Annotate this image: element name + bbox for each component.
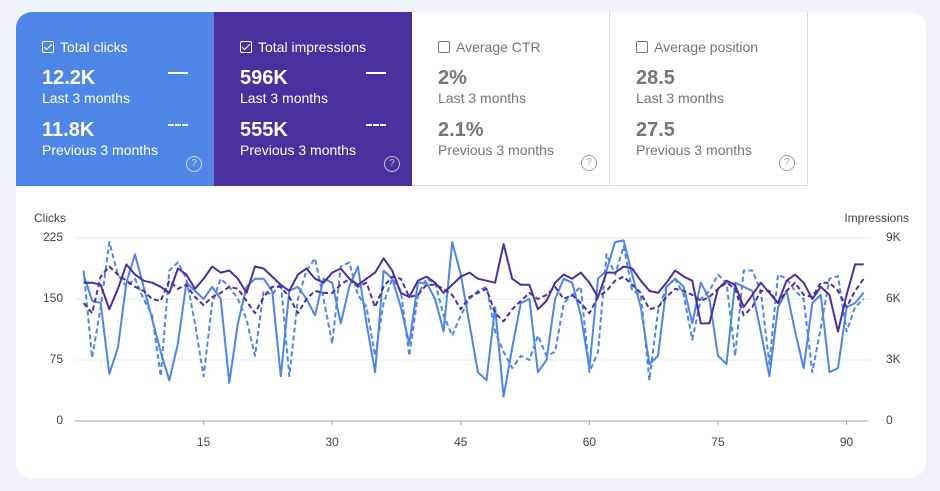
metric-card[interactable]: Total clicks 12.2K Last 3 months 11.8K P… <box>16 12 214 186</box>
y2-axis-title: Impressions <box>844 211 909 225</box>
help-icon[interactable]: ? <box>581 155 597 171</box>
card-period: Last 3 months <box>240 90 328 106</box>
x-tick-label: 75 <box>711 435 725 449</box>
checkbox[interactable] <box>42 41 54 53</box>
checkbox[interactable] <box>438 41 450 53</box>
card-value: 596K <box>240 67 288 89</box>
dashed-line-icon <box>366 124 386 126</box>
line-icon <box>366 72 386 74</box>
y-tick-label: 150 <box>43 291 63 305</box>
card-label: Average position <box>654 39 759 55</box>
series-line <box>83 243 864 333</box>
card-value: 2% <box>438 67 467 89</box>
card-previous-value: 2.1% <box>438 119 484 141</box>
y-tick-label: 0 <box>56 413 63 427</box>
x-tick-label: 90 <box>840 435 854 449</box>
help-icon[interactable]: ? <box>779 155 795 171</box>
help-icon[interactable]: ? <box>384 156 400 172</box>
x-tick-label: 15 <box>197 435 211 449</box>
x-tick-label: 60 <box>583 435 597 449</box>
card-label: Total impressions <box>258 39 367 55</box>
metric-card[interactable]: Average position 28.5 Last 3 months 27.5… <box>610 12 808 186</box>
card-previous-period: Previous 3 months <box>42 142 158 158</box>
y-axis-title: Clicks <box>34 211 66 225</box>
y2-tick-label: 9K <box>886 230 901 244</box>
y-tick-label: 225 <box>43 230 63 244</box>
card-label: Average CTR <box>456 39 541 55</box>
card-label: Total clicks <box>60 39 128 55</box>
checkbox[interactable] <box>636 41 648 53</box>
checkbox[interactable] <box>240 41 252 53</box>
metric-card[interactable]: Total impressions 596K Last 3 months 555… <box>214 12 412 186</box>
card-value: 12.2K <box>42 67 96 89</box>
x-tick-label: 45 <box>454 435 468 449</box>
card-period: Last 3 months <box>636 90 724 106</box>
y2-tick-label: 0 <box>886 413 893 427</box>
dashed-line-icon <box>168 124 188 126</box>
card-previous-value: 27.5 <box>636 119 675 141</box>
x-tick-label: 30 <box>326 435 340 449</box>
series-line <box>82 241 865 382</box>
card-value: 28.5 <box>636 67 675 89</box>
series-line <box>82 239 865 398</box>
series-line <box>82 265 865 323</box>
card-previous-period: Previous 3 months <box>438 142 554 158</box>
card-period: Last 3 months <box>42 90 130 106</box>
line-icon <box>168 72 188 74</box>
y2-tick-label: 6K <box>886 291 901 305</box>
card-previous-period: Previous 3 months <box>636 142 752 158</box>
card-previous-period: Previous 3 months <box>240 142 356 158</box>
card-period: Last 3 months <box>438 90 526 106</box>
card-previous-value: 11.8K <box>42 119 95 141</box>
metric-card[interactable]: Average CTR 2% Last 3 months 2.1% Previo… <box>412 12 610 186</box>
y2-tick-label: 3K <box>886 352 901 366</box>
card-previous-value: 555K <box>240 119 288 141</box>
help-icon[interactable]: ? <box>186 156 202 172</box>
performance-panel: Total clicks 12.2K Last 3 months 11.8K P… <box>16 12 926 478</box>
y-tick-label: 75 <box>50 352 64 366</box>
